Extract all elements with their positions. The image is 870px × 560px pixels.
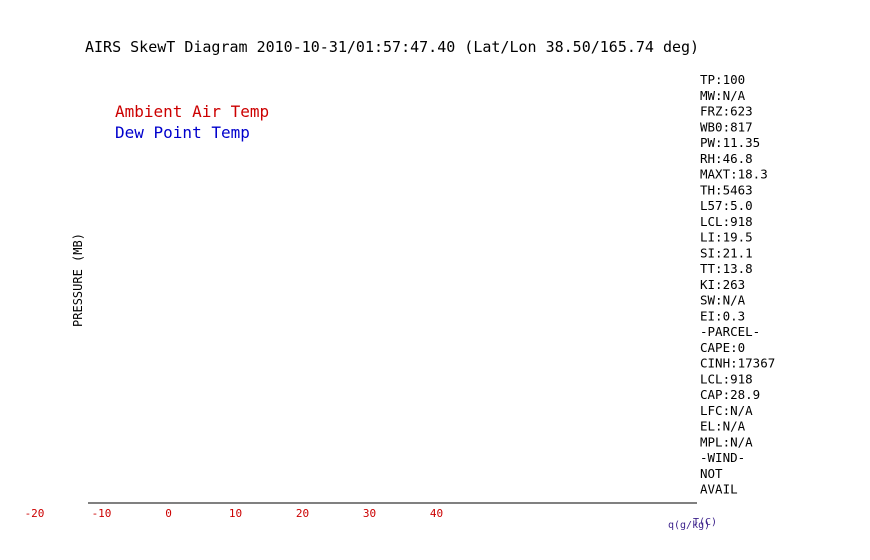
index-label: TH:5463 xyxy=(700,182,753,197)
bottom-temperature-tick-label: 10 xyxy=(229,507,242,520)
index-label: -PARCEL- xyxy=(700,324,760,339)
index-label: CAPE:0 xyxy=(700,340,745,355)
legend-ambient-air-temp: Ambient Air Temp xyxy=(115,102,269,121)
index-label: KI:263 xyxy=(700,277,745,292)
mixing-ratio-unit-label: q(g/kg) xyxy=(668,520,710,531)
index-label: LCL:918 xyxy=(700,371,753,386)
legend-dew-point-temp: Dew Point Temp xyxy=(115,123,250,142)
bottom-temperature-tick-label: 30 xyxy=(363,507,376,520)
bottom-temperature-tick-label: -20 xyxy=(25,507,45,520)
index-label: CAP:28.9 xyxy=(700,387,760,402)
index-label: SW:N/A xyxy=(700,293,746,308)
index-label: FRZ:623 xyxy=(700,104,753,119)
index-label: TP:100 xyxy=(700,72,745,87)
index-label: LI:19.5 xyxy=(700,230,753,245)
bottom-axis-unit-label: T(C) xyxy=(693,517,717,528)
index-label: MAXT:18.3 xyxy=(700,167,768,182)
y-axis-label: PRESSURE (MB) xyxy=(71,233,85,327)
index-label: NOT xyxy=(700,466,723,481)
bottom-temperature-tick-label: 40 xyxy=(430,507,443,520)
index-label: LCL:918 xyxy=(700,214,753,229)
index-label: RH:46.8 xyxy=(700,151,753,166)
index-label: WB0:817 xyxy=(700,119,753,134)
index-label: MW:N/A xyxy=(700,88,746,103)
index-label: L57:5.0 xyxy=(700,198,753,213)
bottom-temperature-tick-label: 20 xyxy=(296,507,309,520)
index-label: EL:N/A xyxy=(700,419,746,434)
index-label: LFC:N/A xyxy=(700,403,753,418)
index-label: AVAIL xyxy=(700,482,738,497)
index-label: EI:0.3 xyxy=(700,308,745,323)
index-label: CINH:17367 xyxy=(700,356,775,371)
index-label: SI:21.1 xyxy=(700,245,753,260)
chart-title: AIRS SkewT Diagram 2010-10-31/01:57:47.4… xyxy=(85,38,699,56)
index-label: MPL:N/A xyxy=(700,434,753,449)
bottom-temperature-tick-label: -10 xyxy=(92,507,112,520)
bottom-temperature-tick-label: 0 xyxy=(165,507,172,520)
index-label: -WIND- xyxy=(700,450,745,465)
index-label: PW:11.35 xyxy=(700,135,760,150)
index-label: TT:13.8 xyxy=(700,261,753,276)
